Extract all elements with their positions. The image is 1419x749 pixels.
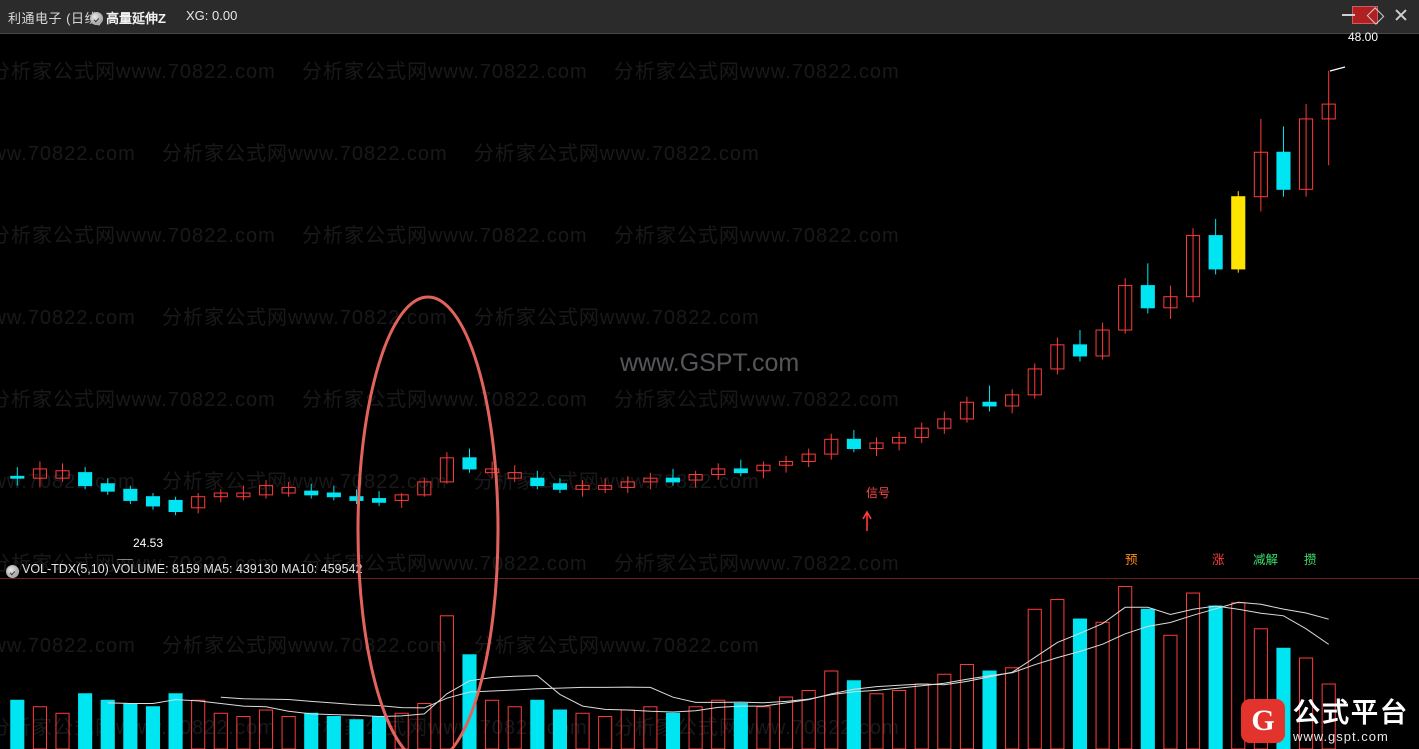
- price-label-bottom: 24.53: [133, 536, 164, 550]
- check-circle-icon[interactable]: [6, 565, 19, 578]
- close-button[interactable]: [1391, 6, 1411, 24]
- volume-indicator-text: VOL-TDX(5,10) VOLUME: 8159 MA5: 439130 M…: [22, 562, 363, 576]
- tag-lao: 攒: [1304, 553, 1317, 567]
- stock-title: 利通电子 (日线): [8, 11, 103, 26]
- volume-bars-svg: [10, 586, 1336, 749]
- check-circle-icon[interactable]: [90, 12, 103, 25]
- logo-letter: G: [1251, 704, 1275, 737]
- tag-yu: 预: [1125, 553, 1138, 567]
- brand-logo: G 公式平台 www.gspt.com: [1241, 699, 1409, 743]
- price-chart-pane[interactable]: [0, 33, 1419, 560]
- tag-jianjie: 减解: [1253, 553, 1279, 567]
- minimize-button[interactable]: [1339, 6, 1359, 24]
- brand-name-cn: 公式平台: [1293, 697, 1409, 728]
- title-bar: 利通电子 (日线) 高量延伸Z XG: 0.00: [0, 0, 1419, 34]
- brand-name-en: www.gspt.com: [1293, 728, 1389, 744]
- volume-chart-pane[interactable]: [0, 560, 1419, 749]
- price-candles-svg: [10, 66, 1346, 560]
- window-controls: [1339, 6, 1411, 25]
- logo-mark-icon: G: [1241, 699, 1285, 743]
- restore-button[interactable]: [1365, 6, 1385, 25]
- formula-name: 高量延伸Z: [106, 11, 166, 26]
- signal-label: 信号: [866, 486, 891, 500]
- xg-value: XG: 0.00: [186, 8, 238, 23]
- price-label-top: 48.00: [1348, 30, 1379, 44]
- pane-divider: [0, 578, 1419, 579]
- tag-zhang: 涨: [1212, 553, 1225, 567]
